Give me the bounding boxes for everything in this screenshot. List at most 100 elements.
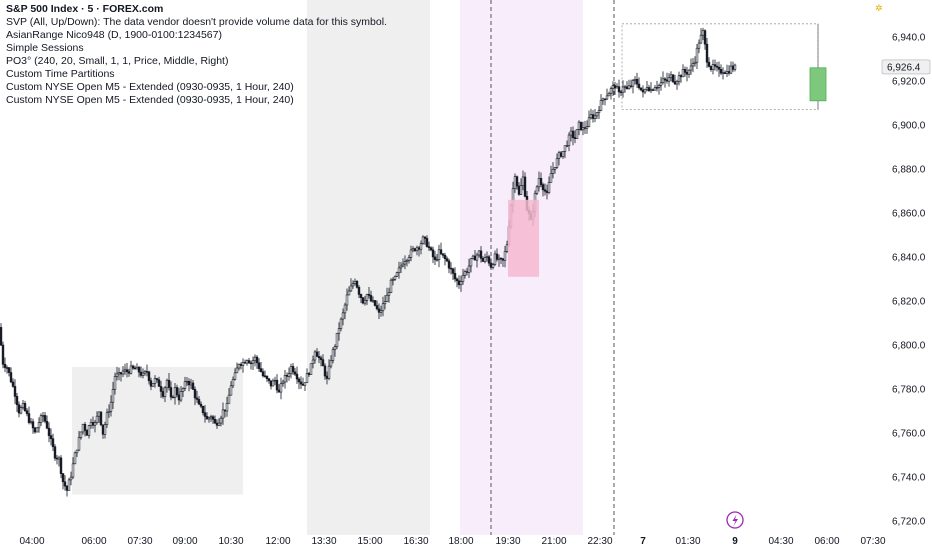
candle-body <box>439 249 443 254</box>
candle-body <box>319 357 323 360</box>
candle-body <box>417 247 421 250</box>
candle-body <box>245 360 249 364</box>
candle-body <box>497 257 501 260</box>
candle-body <box>585 126 589 129</box>
x-tick-label: 15:00 <box>357 536 382 547</box>
candle-body <box>635 78 639 85</box>
candle-body <box>457 280 461 286</box>
candle-body <box>315 351 319 357</box>
time-axis[interactable]: 04:00 06:00 07:30 09:00 10:30 12:00 13:30 15:00… <box>19 536 885 547</box>
y-tick-label: 6,800.0 <box>892 341 926 352</box>
candle-body <box>329 360 333 367</box>
candle-body <box>317 356 321 359</box>
candle-body <box>81 423 85 433</box>
legend-line-nyse-open-1[interactable]: Custom NYSE Open M5 - Extended (0930-093… <box>6 81 294 93</box>
candle-body <box>359 294 363 298</box>
candle-body <box>459 281 463 286</box>
candle-body <box>503 251 507 261</box>
candle-body <box>75 449 79 454</box>
candle-body <box>419 243 423 250</box>
candle-body <box>373 300 377 306</box>
candle-body <box>671 74 675 82</box>
candle-body <box>433 256 437 260</box>
candle-body <box>627 85 631 90</box>
candle-body <box>667 77 671 82</box>
candle-body <box>461 274 465 282</box>
candle-body <box>335 332 339 347</box>
price-axis[interactable]: 6,720.0 6,740.0 6,760.0 6,780.0 6,800.0 6,820… <box>881 33 931 528</box>
candle-body <box>393 275 397 280</box>
legend-line-asianrange[interactable]: AsianRange Nico948 (D, 1900-0100:1234567… <box>6 29 222 41</box>
candle-body <box>541 184 545 191</box>
candle-body <box>521 176 525 186</box>
candle-body <box>413 248 417 251</box>
star-icon[interactable]: ✲ <box>875 4 883 14</box>
legend-line-time-partitions[interactable]: Custom Time Partitions <box>6 68 115 80</box>
candle-body <box>729 65 733 74</box>
candle-body <box>409 249 413 258</box>
legend-line-simple-sessions[interactable]: Simple Sessions <box>6 42 84 54</box>
candle-body <box>13 386 17 397</box>
candle-body <box>367 294 371 296</box>
candle-body <box>385 294 389 302</box>
candle-body <box>451 268 455 274</box>
candle-body <box>597 110 601 113</box>
candle-body <box>361 297 365 304</box>
candles <box>0 27 737 497</box>
candle-body <box>659 82 663 86</box>
candle-body <box>493 253 497 265</box>
candle-body <box>561 151 565 157</box>
candle-body <box>389 279 393 293</box>
candle-body <box>397 267 401 273</box>
legend-line-nyse-open-2[interactable]: Custom NYSE Open M5 - Extended (0930-093… <box>6 94 294 106</box>
candle-body <box>277 389 281 393</box>
candle-body <box>211 416 215 420</box>
candle-body <box>429 247 433 251</box>
candle-body <box>683 69 687 73</box>
candle-body <box>517 185 521 195</box>
candle-body <box>157 379 161 387</box>
candle-body <box>63 481 67 487</box>
candle-body <box>255 356 259 364</box>
candle-body <box>505 244 509 252</box>
candle-body <box>105 412 109 425</box>
candle-body <box>341 312 345 320</box>
candle-body <box>253 356 257 361</box>
lightning-icon[interactable] <box>726 511 744 529</box>
candle-body <box>575 128 579 139</box>
candle-body <box>567 134 571 146</box>
candle-body <box>403 261 407 265</box>
candle-body <box>565 145 569 147</box>
candle-body <box>557 152 561 159</box>
candle-body <box>347 290 351 296</box>
candle-body <box>265 375 269 379</box>
x-tick-label: 07:30 <box>860 536 885 547</box>
candle-body <box>135 366 139 370</box>
legend-line-po3[interactable]: PO3° (240, 20, Small, 1, 1, Price, Middl… <box>6 55 229 67</box>
candle-body <box>365 294 369 301</box>
x-tick-label: 10:30 <box>218 536 243 547</box>
y-tick-label: 6,780.0 <box>892 385 926 396</box>
legend-line-svp[interactable]: SVP (All, Up/Down): The data vendor does… <box>6 16 387 28</box>
candle-body <box>175 387 179 396</box>
symbol-title[interactable]: S&P 500 Index · 5 · FOREX.com <box>6 3 164 15</box>
x-tick-label: 04:30 <box>768 536 793 547</box>
candle-body <box>653 87 657 91</box>
candle-body <box>651 89 655 91</box>
candle-body <box>279 383 283 393</box>
x-tick-label: 16:30 <box>403 536 428 547</box>
candle-body <box>199 403 203 407</box>
candle-body <box>717 66 721 70</box>
x-tick-label: 01:30 <box>675 536 700 547</box>
candle-body <box>519 185 523 195</box>
candle-body <box>495 253 499 260</box>
y-tick-label: 6,740.0 <box>892 473 926 484</box>
candle-body <box>73 452 77 465</box>
candle-body <box>587 117 591 127</box>
candle-body <box>27 413 31 423</box>
candle-body <box>47 427 51 436</box>
candle-body <box>455 278 459 282</box>
candle-body <box>523 176 527 197</box>
candle-body <box>611 85 615 89</box>
